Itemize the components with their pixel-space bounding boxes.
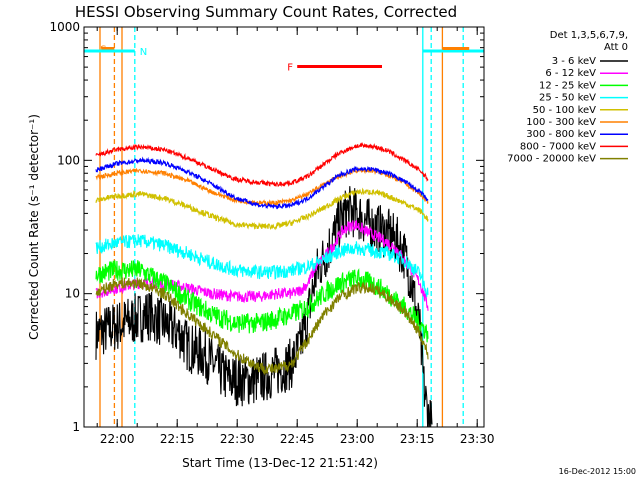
x-tick-label: 22:00 (100, 432, 135, 446)
timestamp-label: 16-Dec-2012 15:00 (559, 467, 636, 476)
y-tick-label: 100 (57, 153, 80, 167)
y-tick-label: 10 (65, 287, 80, 301)
x-tick-label: 22:30 (220, 432, 255, 446)
x-tick-label: 22:15 (160, 432, 195, 446)
y-tick-label: 1000 (49, 20, 80, 34)
series-line (95, 234, 429, 298)
axes: 1 10 100 1000 22:00 22:15 22:30 22:45 23:00 23:15… (49, 20, 494, 446)
flag-label: F (287, 63, 293, 74)
x-tick-label: 23:30 (460, 432, 495, 446)
legend-entry-label: 50 - 100 keV (533, 105, 597, 116)
x-axis-label: Start Time (13-Dec-12 21:51:42) (182, 456, 378, 470)
x-tick-label: 23:00 (340, 432, 375, 446)
series-line (95, 167, 429, 207)
legend-header: Att 0 (604, 42, 628, 53)
chart-title: HESSI Observing Summary Count Rates, Cor… (75, 3, 457, 21)
legend-header: Det 1,3,5,6,7,9, (550, 30, 628, 41)
legend-entry-label: 3 - 6 keV (552, 56, 596, 67)
series-line (95, 186, 433, 428)
series-line (95, 187, 429, 231)
series-line (95, 277, 429, 376)
legend-entry-label: 25 - 50 keV (539, 93, 596, 104)
x-tick-label: 22:45 (280, 432, 315, 446)
plot-frame (83, 26, 485, 428)
series-line (95, 156, 429, 210)
legend-entry-label: 800 - 7000 keV (520, 141, 596, 152)
legend-entry-label: 12 - 25 keV (539, 80, 596, 91)
plot-area: SNF (84, 27, 484, 428)
legend-entry-label: 300 - 800 keV (526, 129, 596, 140)
series-line (95, 142, 429, 188)
legend-entry-label: 100 - 300 keV (526, 117, 596, 128)
flag-label: N (140, 47, 147, 58)
legend-entry-label: 7000 - 20000 keV (507, 154, 596, 165)
legend-entry-label: 6 - 12 keV (545, 68, 596, 79)
y-axis-label: Corrected Count Rate (s⁻¹ detector⁻¹) (27, 114, 41, 340)
y-tick-label: 1 (72, 420, 80, 434)
x-tick-label: 23:15 (400, 432, 435, 446)
